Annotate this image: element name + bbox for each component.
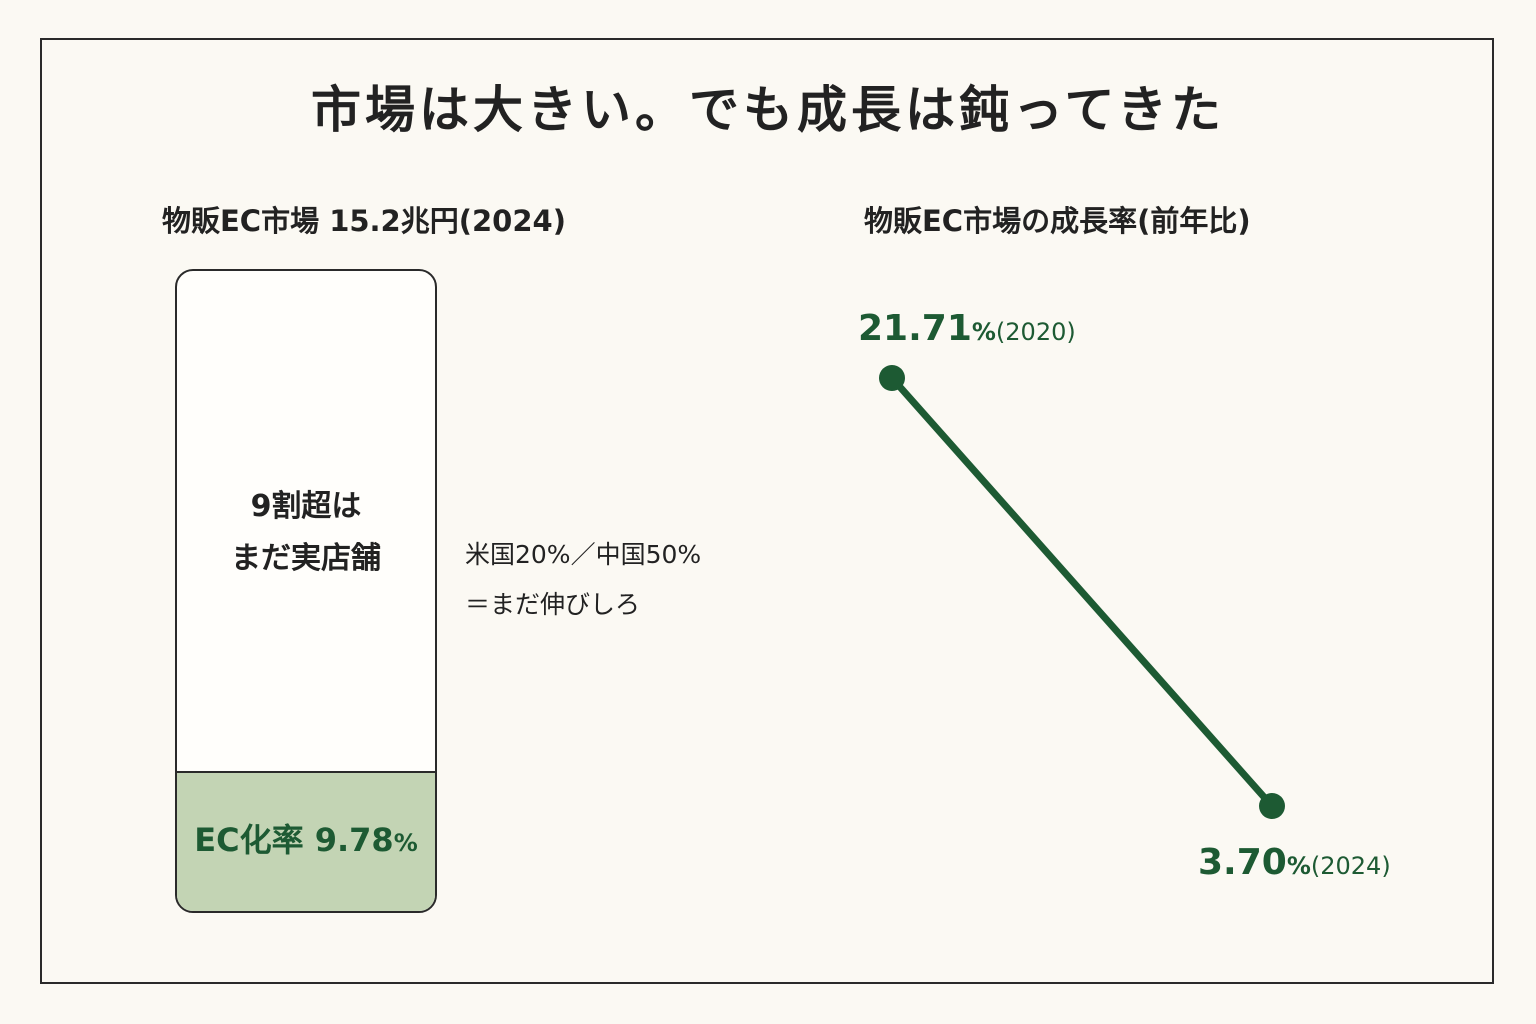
label-2024-year: (2024) [1310, 852, 1391, 880]
left-chart-subtitle: 物販EC市場 15.2兆円(2024) [162, 204, 566, 238]
growth-series-line [888, 374, 1276, 810]
note-line2: ＝まだ伸びしろ [465, 590, 641, 619]
growth-room-note: 米国20%／中国50% ＝まだ伸びしろ [465, 530, 701, 630]
stacked-share-bar: 9割超は まだ実店舗 EC化率 9.78% [175, 269, 437, 913]
label-2020-value: 21.71 [858, 308, 972, 349]
data-label-2020: 21.71%(2020) [858, 308, 1076, 349]
ec-share-label: EC化率 9.78% [177, 815, 435, 861]
right-chart-subtitle: 物販EC市場の成長率(前年比) [864, 204, 1251, 238]
label-2024-value: 3.70 [1198, 842, 1287, 883]
ec-share-pct-sign: % [393, 829, 418, 857]
ec-share-text: EC化率 9.78 [194, 821, 394, 859]
note-line1: 米国20%／中国50% [465, 540, 702, 569]
label-2024-pct: % [1286, 852, 1311, 880]
chart-frame [40, 38, 1494, 984]
page-title: 市場は大きい。でも成長は鈍ってきた [311, 80, 1225, 139]
label-2020-year: (2020) [995, 318, 1076, 346]
data-point-2020 [879, 365, 905, 391]
store-share-label: 9割超は まだ実店舗 [177, 481, 435, 585]
data-point-2024 [1259, 793, 1285, 819]
ec-share-segment: EC化率 9.78% [177, 771, 435, 911]
store-label-line2: まだ実店舗 [231, 541, 381, 576]
label-2020-pct: % [971, 318, 996, 346]
data-label-2024: 3.70%(2024) [1198, 842, 1391, 883]
store-label-line1: 9割超は [250, 489, 362, 524]
